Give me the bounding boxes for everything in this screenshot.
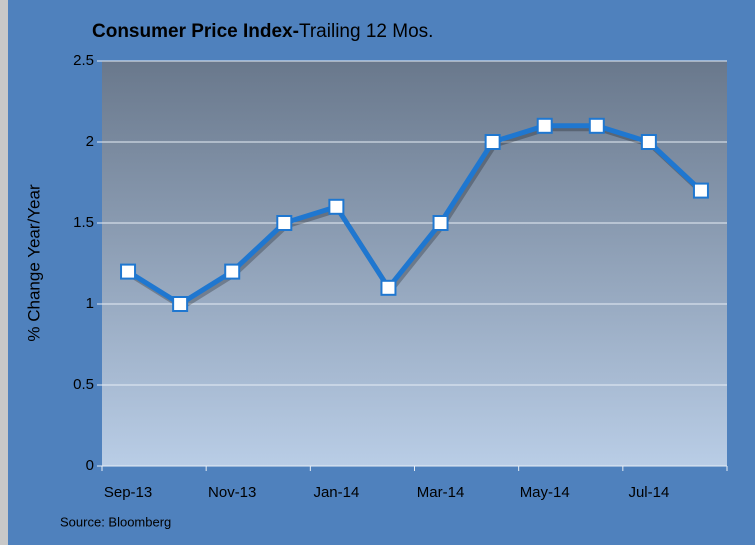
data-line xyxy=(126,123,703,307)
y-tick-label: 1 xyxy=(86,295,94,312)
x-tick-label: Mar-14 xyxy=(417,484,465,501)
data-marker xyxy=(120,263,137,280)
data-marker xyxy=(380,279,397,296)
y-tick-label: 1.5 xyxy=(73,214,94,231)
data-marker xyxy=(328,198,345,215)
frame-edge xyxy=(0,0,8,545)
title-regular: Trailing 12 Mos. xyxy=(299,21,433,42)
x-tick-label: Jul-14 xyxy=(628,484,669,501)
data-marker xyxy=(692,182,709,199)
y-tick-label: 2.5 xyxy=(73,52,94,69)
x-tick-label: Jan-14 xyxy=(313,484,359,501)
data-marker xyxy=(432,215,449,231)
y-tick-label: 2 xyxy=(86,133,94,150)
data-marker xyxy=(536,117,553,134)
source-note: Source: Bloomberg xyxy=(60,514,171,529)
data-marker xyxy=(640,134,657,150)
data-marker xyxy=(172,296,189,312)
chart-title: Consumer Price Index-Trailing 12 Mos. xyxy=(92,21,433,42)
y-axis-label: % Change Year/Year xyxy=(24,184,43,342)
y-tick-label: 0.5 xyxy=(73,376,94,393)
data-marker xyxy=(588,117,605,134)
plot-area xyxy=(102,61,727,466)
data-marker xyxy=(276,215,293,231)
x-tick-label: May-14 xyxy=(520,484,570,501)
x-tick-label: Sep-13 xyxy=(104,484,152,501)
data-marker xyxy=(484,134,501,150)
data-marker xyxy=(224,263,241,280)
y-tick-label: 0 xyxy=(86,457,94,474)
x-tick-label: Nov-13 xyxy=(208,484,256,501)
title-bold: Consumer Price Index- xyxy=(92,21,299,42)
